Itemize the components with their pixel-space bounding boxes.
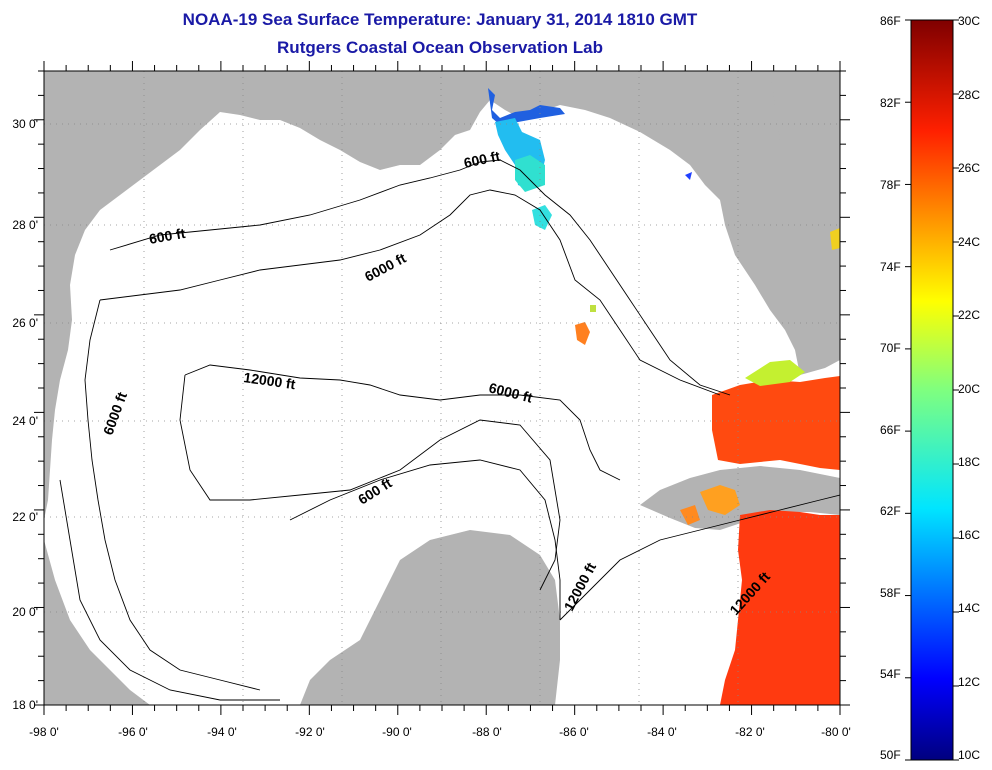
cb-f-label: 62F: [880, 504, 901, 518]
cb-c-label: 10C: [958, 748, 981, 762]
land-north-us: [44, 71, 840, 520]
contour-label: 600 ft: [462, 148, 501, 171]
cb-c-label: 30C: [958, 14, 981, 28]
land-mexico-west: [44, 540, 150, 705]
graticule: [44, 71, 840, 705]
cb-c-label: 28C: [958, 88, 981, 102]
cb-f-label: 78F: [880, 178, 901, 192]
lon-label: -94 0': [207, 725, 237, 739]
contour-600ft-yucatan: [289, 459, 561, 620]
cb-c-label: 12C: [958, 675, 981, 689]
lon-axis-labels: -98 0' -96 0' -94 0' -92 0' -90 0' -88 0…: [29, 725, 851, 739]
contour-12000ft-basin: [179, 374, 561, 591]
lon-label: -96 0': [118, 725, 148, 739]
cb-c-label: 14C: [958, 601, 981, 615]
lon-label: -82 0': [735, 725, 765, 739]
lon-label: -88 0': [472, 725, 502, 739]
cb-f-label: 86F: [880, 14, 901, 28]
cb-f-label: 58F: [880, 586, 901, 600]
cb-c-label: 20C: [958, 382, 981, 396]
cb-f-label: 82F: [880, 96, 901, 110]
contour-6000ft-west: [84, 299, 261, 691]
lat-label: 30 0': [12, 117, 38, 131]
land-yucatan: [300, 530, 560, 705]
cb-c-label: 24C: [958, 235, 981, 249]
contour-label: 12000 ft: [243, 369, 297, 392]
contour-12000ft: [184, 364, 621, 481]
colorbar: [910, 19, 954, 761]
lat-label: 26 0': [12, 316, 38, 330]
lon-label: -98 0': [29, 725, 59, 739]
land-florida: [770, 71, 840, 250]
depth-contours: [59, 159, 840, 701]
cb-f-label: 54F: [880, 667, 901, 681]
cb-f-label: 70F: [880, 341, 901, 355]
lat-label: 24 0': [12, 414, 38, 428]
lat-label: 22 0': [12, 510, 38, 524]
lon-label: -84 0': [647, 725, 677, 739]
contour-600ft: [109, 159, 731, 396]
map-subtitle: Rutgers Coastal Ocean Observation Lab: [277, 38, 603, 57]
contour-12000ft-channel: [559, 494, 840, 621]
contour-shelf-mexico: [59, 479, 280, 701]
cb-c-label: 22C: [958, 308, 981, 322]
map-title: NOAA-19 Sea Surface Temperature: January…: [182, 10, 698, 29]
contour-label: 600 ft: [148, 225, 187, 247]
lat-label: 20 0': [12, 605, 38, 619]
cb-f-label: 66F: [880, 423, 901, 437]
cb-f-label: 74F: [880, 260, 901, 274]
lat-label: 18 0': [12, 698, 38, 712]
lat-axis-labels: 30 0' 28 0' 26 0' 24 0' 22 0' 20 0' 18 0…: [12, 117, 38, 712]
lon-label: -90 0': [382, 725, 412, 739]
lon-label: -80 0': [821, 725, 851, 739]
contour-6000ft: [99, 189, 721, 396]
cb-c-label: 26C: [958, 161, 981, 175]
cb-c-label: 18C: [958, 455, 981, 469]
sst-pixels: [488, 88, 840, 705]
lon-label: -92 0': [295, 725, 325, 739]
cb-f-label: 50F: [880, 748, 901, 762]
lat-label: 28 0': [12, 218, 38, 232]
cb-c-label: 16C: [958, 528, 981, 542]
lon-label: -86 0': [559, 725, 589, 739]
